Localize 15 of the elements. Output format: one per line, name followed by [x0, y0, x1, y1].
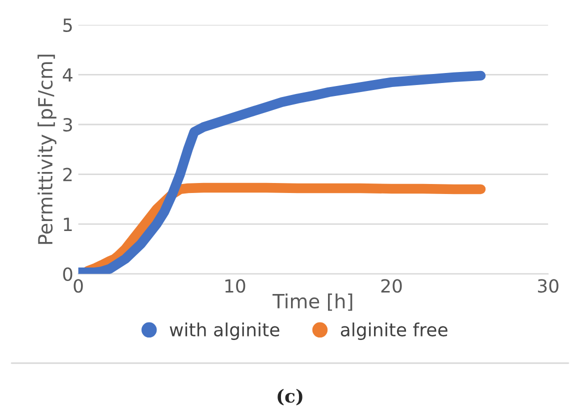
x-tick-label: 10 [225, 279, 246, 293]
y-tick-label: 0 [63, 267, 72, 282]
x-tick-label: 20 [381, 279, 402, 293]
legend-label: with alginite [170, 322, 280, 340]
legend-label: alginite free [340, 322, 448, 340]
text: (c) [278, 388, 302, 406]
y-tick-label: 2 [63, 168, 72, 182]
y-tick-label: 4 [62, 68, 72, 82]
y-tick-label: 3 [63, 118, 72, 132]
y-tick-label: 1 [64, 218, 72, 231]
x-tick-label: 30 [538, 279, 558, 293]
y-tick-label: 5 [63, 18, 72, 32]
y-axis-title: Permittivity [pF/cm] [38, 54, 56, 244]
x-axis-title: Time [h] [272, 293, 352, 311]
x-tick-label: 0 [74, 279, 83, 293]
